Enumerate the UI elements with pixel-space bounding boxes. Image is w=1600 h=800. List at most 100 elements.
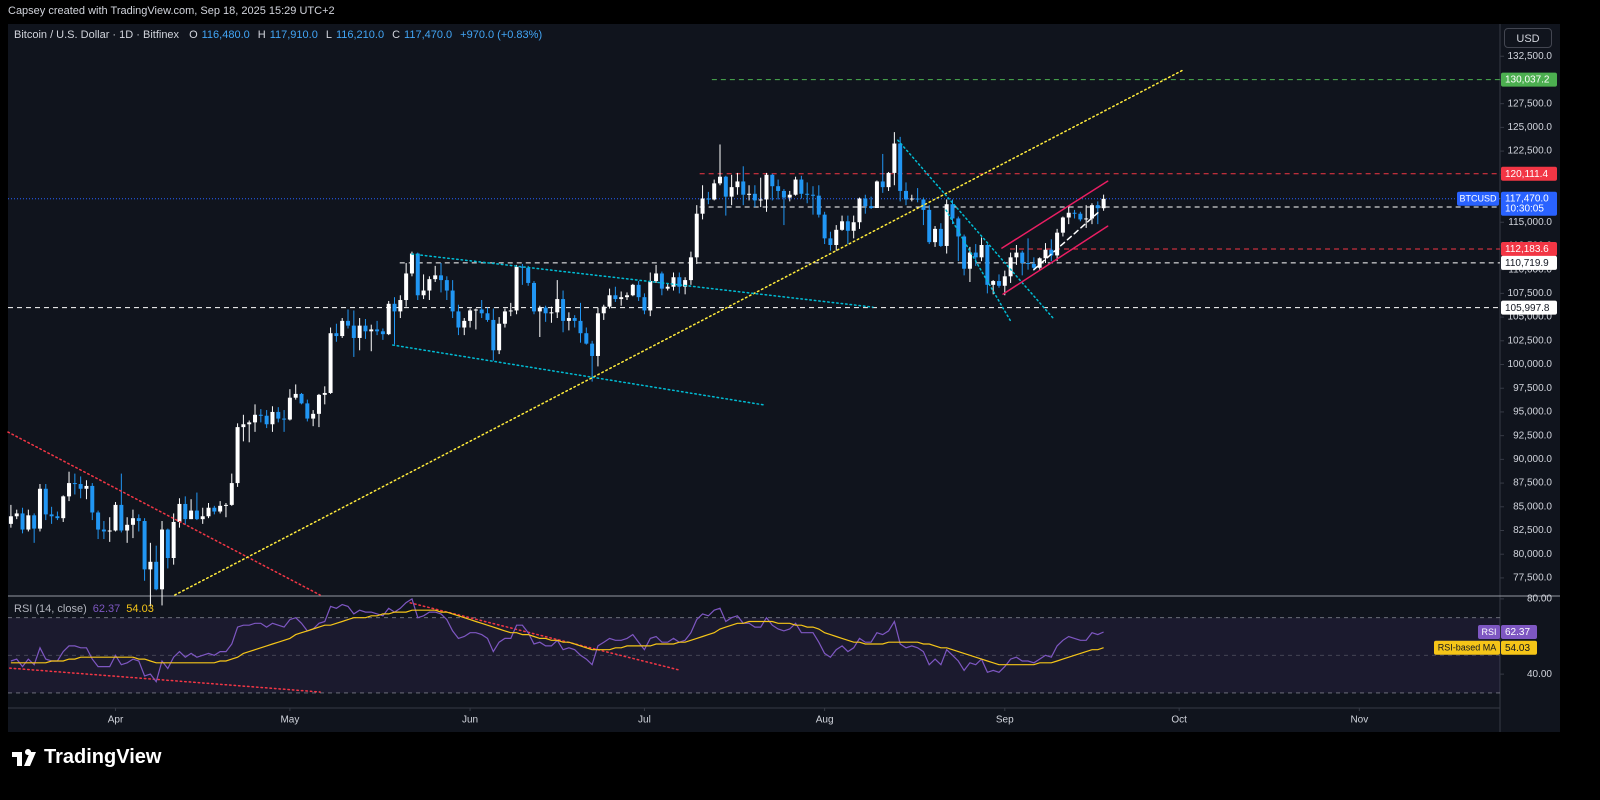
candle-body bbox=[677, 277, 682, 287]
rsi-value-tag bbox=[1501, 640, 1537, 655]
candle-body bbox=[206, 507, 211, 517]
candle-body bbox=[642, 297, 647, 311]
level-tag-label: 120,111.4 bbox=[1505, 169, 1548, 180]
rsi-name-tag bbox=[1478, 625, 1500, 640]
candle-body bbox=[799, 179, 804, 194]
plot: Apr May Jun Jul Aug Sep Oct Nov 77,500.0 80,000.0… bbox=[7, 51, 1557, 726]
candle-body bbox=[636, 284, 641, 298]
candle-body bbox=[625, 295, 630, 298]
chart-background bbox=[8, 24, 1560, 732]
candle-body bbox=[607, 295, 612, 307]
candle-body bbox=[863, 198, 868, 207]
trendline bbox=[945, 209, 1012, 322]
candle-body bbox=[1078, 213, 1083, 220]
candle-body bbox=[508, 310, 513, 312]
candle-body bbox=[119, 504, 124, 531]
candle-body bbox=[433, 275, 438, 280]
candle-body bbox=[125, 524, 130, 531]
candle-body bbox=[200, 516, 205, 520]
candle-body bbox=[55, 516, 60, 519]
candle-body bbox=[526, 267, 531, 283]
trendline bbox=[409, 602, 681, 671]
candle-body bbox=[758, 199, 763, 201]
candle-body bbox=[72, 483, 77, 485]
candle-body bbox=[590, 343, 595, 356]
candle-body bbox=[828, 238, 833, 246]
currency[interactable]: USD bbox=[1504, 28, 1552, 48]
rsi-legend: RSI (14, close) 62.37 54.03 bbox=[14, 603, 154, 615]
candle-body bbox=[468, 310, 473, 321]
candle-body bbox=[543, 307, 548, 314]
candle-body bbox=[183, 503, 188, 520]
candle-body bbox=[834, 229, 839, 246]
level-tag-label: 110,719.9 bbox=[1505, 258, 1549, 269]
candle-body bbox=[8, 516, 13, 524]
candle-body bbox=[979, 245, 984, 258]
candle-body bbox=[282, 418, 287, 420]
y-tick-label: 90,000.0 bbox=[1513, 454, 1552, 465]
candle-body bbox=[154, 561, 159, 590]
candle-body bbox=[520, 266, 525, 268]
candle-body bbox=[956, 218, 961, 237]
candle-body bbox=[392, 303, 397, 312]
candle-body bbox=[944, 204, 949, 246]
symbol: Bitcoin / U.S. Dollar · 1D · Bitfinex bbox=[14, 29, 180, 41]
candle-body bbox=[793, 179, 798, 195]
ohlc-key: C bbox=[392, 29, 401, 41]
x-tick-label: Jul bbox=[638, 715, 651, 726]
level-tag bbox=[1501, 255, 1557, 270]
rsi-ma-value: 54.03 bbox=[126, 603, 154, 615]
candle-body bbox=[572, 318, 577, 321]
rsi-name-tag bbox=[1434, 640, 1500, 655]
y-tick-label: 85,000.0 bbox=[1513, 501, 1552, 512]
ohlc-value: 117,470.0 bbox=[404, 29, 453, 41]
ohlc-key: O bbox=[189, 29, 198, 41]
candle-body bbox=[26, 515, 31, 530]
candle-body bbox=[683, 280, 688, 287]
candle-body bbox=[514, 266, 519, 311]
price-tag-countdown: 10:30:05 bbox=[1505, 203, 1544, 214]
candle-body bbox=[1043, 249, 1048, 259]
candle-body bbox=[96, 512, 101, 530]
candle-body bbox=[369, 329, 374, 332]
candle-body bbox=[741, 181, 746, 195]
candle-body bbox=[903, 190, 908, 200]
x-tick-label: Sep bbox=[996, 715, 1014, 726]
candle-body bbox=[787, 194, 792, 198]
rsi-value-tag bbox=[1501, 625, 1537, 640]
level-tag bbox=[1501, 241, 1557, 256]
candle-body bbox=[415, 253, 420, 296]
candle-body bbox=[177, 503, 182, 522]
candle-body bbox=[479, 309, 484, 314]
candle-body bbox=[845, 221, 850, 231]
candle-body bbox=[973, 252, 978, 258]
y-tick-label: 80,000.0 bbox=[1513, 549, 1552, 560]
candle-body bbox=[264, 415, 269, 425]
candle-body bbox=[78, 484, 83, 489]
trendline bbox=[411, 253, 874, 308]
candle-body bbox=[1095, 205, 1100, 209]
candle-body bbox=[398, 300, 403, 312]
candle-body bbox=[996, 281, 1001, 286]
candle-body bbox=[456, 311, 461, 328]
candle-body bbox=[305, 403, 310, 419]
candle-body bbox=[851, 222, 856, 231]
candle-body bbox=[729, 187, 734, 197]
logo-mark bbox=[12, 749, 36, 766]
candle-body bbox=[1055, 232, 1060, 256]
candle-body bbox=[549, 312, 554, 314]
candle-body bbox=[1037, 258, 1042, 268]
price-tag bbox=[1501, 191, 1557, 216]
candle-body bbox=[357, 325, 362, 338]
level-tag bbox=[1501, 166, 1557, 181]
candle-body bbox=[654, 273, 659, 282]
candle-body bbox=[717, 176, 722, 184]
candle-body bbox=[427, 279, 432, 291]
candle-body bbox=[334, 333, 339, 337]
candle-body bbox=[985, 245, 990, 285]
candle-body bbox=[229, 483, 234, 505]
candle-body bbox=[375, 329, 380, 332]
